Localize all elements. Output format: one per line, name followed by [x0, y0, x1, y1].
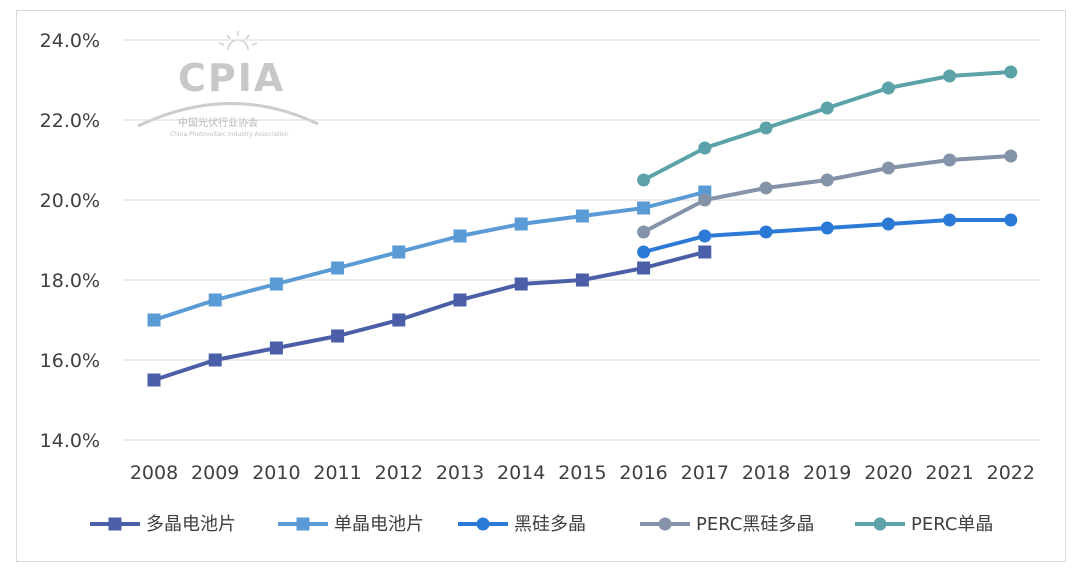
data-point: [820, 101, 834, 115]
logo-org-name-en: China Photovoltaic Industry Association: [170, 131, 289, 138]
data-point: [881, 217, 895, 231]
data-point: [269, 277, 283, 291]
x-tick-label: 2022: [987, 462, 1035, 484]
y-tick-label: 16.0%: [40, 350, 100, 372]
x-tick-label: 2020: [864, 462, 912, 484]
legend-marker: [476, 517, 490, 531]
legend-marker: [658, 517, 672, 531]
y-tick-label: 18.0%: [40, 270, 100, 292]
legend-label: PERC单晶: [911, 514, 993, 535]
legend-marker: [108, 517, 122, 531]
data-point: [331, 261, 345, 275]
data-point: [453, 293, 467, 307]
data-point: [453, 229, 467, 243]
data-point: [637, 225, 651, 239]
x-tick-label: 2012: [375, 462, 423, 484]
x-tick-label: 2018: [742, 462, 790, 484]
logo-org-name: 中国光伏行业协会: [178, 116, 258, 129]
data-point: [820, 221, 834, 235]
data-point: [759, 181, 773, 195]
y-axis: 14.0% 16.0% 18.0% 20.0% 22.0% 24.0%: [40, 30, 100, 452]
data-point: [698, 141, 712, 155]
data-point: [637, 261, 651, 275]
legend-label: PERC黑硅多晶: [696, 514, 814, 535]
data-point: [392, 245, 406, 259]
series-group: [147, 65, 1018, 387]
series: [147, 245, 712, 387]
data-point: [208, 353, 222, 367]
data-point: [575, 273, 589, 287]
series: [637, 213, 1018, 259]
data-point: [943, 213, 957, 227]
gridlines: [123, 39, 1040, 441]
data-point: [698, 193, 712, 207]
y-tick-label: 14.0%: [40, 430, 100, 452]
x-tick-label: 2009: [191, 462, 239, 484]
data-point: [881, 161, 895, 175]
series: [637, 65, 1018, 187]
legend: 多晶电池片 单晶电池片 黑硅多晶 PERC黑硅多晶 PERC单晶: [90, 514, 993, 535]
series-line: [153, 190, 706, 322]
x-tick-label: 2011: [313, 462, 361, 484]
cpia-logo: CPIA 中国光伏行业协会 China Photovoltaic Industr…: [137, 31, 319, 138]
x-axis: 2008 2009 2010 2011 2012 2013 2014 2015 2016 2017…: [130, 462, 1035, 484]
x-tick-label: 2016: [619, 462, 667, 484]
legend-item: 多晶电池片: [90, 514, 236, 535]
logo-swoosh: [137, 102, 319, 128]
x-tick-label: 2015: [558, 462, 606, 484]
data-point: [1004, 213, 1018, 227]
data-point: [637, 245, 651, 259]
data-point: [331, 329, 345, 343]
series: [147, 185, 712, 327]
legend-item: 单晶电池片: [278, 514, 424, 535]
data-point: [1004, 149, 1018, 163]
y-tick-label: 20.0%: [40, 190, 100, 212]
logo-text: CPIA: [178, 56, 285, 100]
data-point: [637, 173, 651, 187]
legend-label: 单晶电池片: [334, 514, 424, 535]
x-tick-label: 2019: [803, 462, 851, 484]
legend-item: PERC黑硅多晶: [640, 514, 814, 535]
legend-label: 黑硅多晶: [514, 514, 586, 535]
data-point: [514, 277, 528, 291]
chart-frame: [16, 10, 1066, 562]
x-tick-label: 2010: [252, 462, 300, 484]
data-point: [943, 69, 957, 83]
data-point: [514, 217, 528, 231]
legend-marker: [296, 517, 310, 531]
data-point: [147, 373, 161, 387]
legend-marker: [873, 517, 887, 531]
series: [637, 149, 1018, 239]
data-point: [881, 81, 895, 95]
data-point: [208, 293, 222, 307]
data-point: [575, 209, 589, 223]
x-tick-label: 2021: [925, 462, 973, 484]
data-point: [392, 313, 406, 327]
legend-item: 黑硅多晶: [458, 514, 586, 535]
data-point: [943, 153, 957, 167]
x-tick-label: 2008: [130, 462, 178, 484]
data-point: [759, 121, 773, 135]
x-tick-label: 2017: [681, 462, 729, 484]
legend-label: 多晶电池片: [146, 514, 236, 535]
series-line: [642, 70, 1011, 182]
y-tick-label: 24.0%: [40, 30, 100, 52]
y-tick-label: 22.0%: [40, 110, 100, 132]
data-point: [1004, 65, 1018, 79]
data-point: [698, 229, 712, 243]
x-tick-label: 2014: [497, 462, 545, 484]
data-point: [147, 313, 161, 327]
data-point: [698, 245, 712, 259]
x-tick-label: 2013: [436, 462, 484, 484]
data-point: [637, 201, 651, 215]
data-point: [759, 225, 773, 239]
data-point: [820, 173, 834, 187]
data-point: [269, 341, 283, 355]
series-line: [153, 250, 706, 382]
legend-item: PERC单晶: [855, 514, 993, 535]
